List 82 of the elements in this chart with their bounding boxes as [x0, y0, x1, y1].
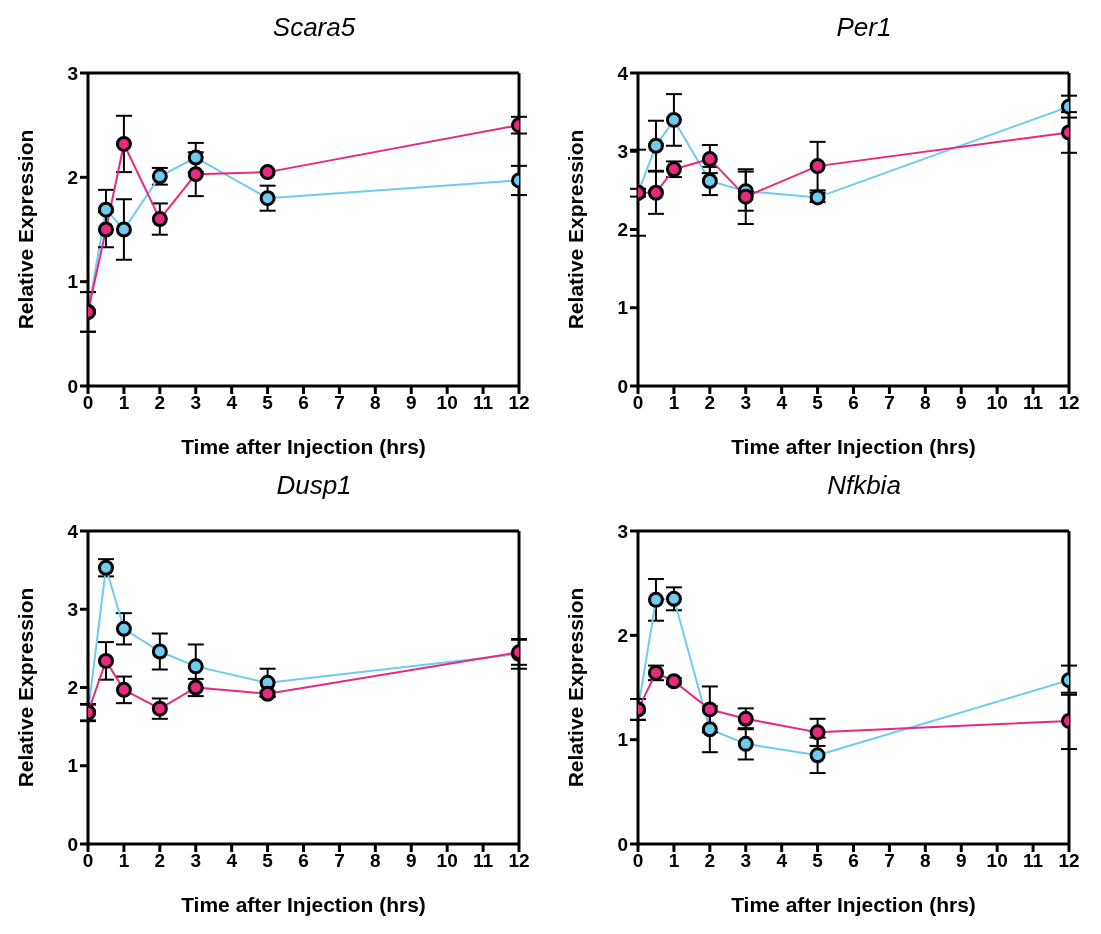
x-axis-title: Time after Injection (hrs): [181, 893, 426, 916]
x-tick-label: 1: [118, 850, 130, 872]
y-tick-label: 4: [67, 520, 79, 542]
x-tick-label: 1: [118, 392, 130, 414]
y-tick-label: 1: [67, 271, 79, 293]
chart-title: Per1: [835, 11, 893, 44]
y-tick-label: 3: [67, 598, 78, 620]
y-axis-title: Relative Expression: [564, 129, 588, 330]
x-tick-label: 5: [262, 850, 274, 872]
x-tick-label: 4: [226, 850, 238, 872]
x-tick-label: 7: [334, 392, 345, 414]
x-tick-label: 8: [920, 850, 931, 872]
x-tick-label: 2: [704, 392, 716, 414]
x-tick-label: 12: [1058, 392, 1080, 414]
x-tick-label: 5: [262, 392, 274, 414]
x-tick-label: 8: [370, 850, 381, 872]
y-tick-label: 1: [67, 755, 79, 777]
x-tick-label: 9: [955, 392, 967, 414]
y-tick-label: 2: [67, 677, 78, 699]
x-tick-label: 6: [848, 392, 859, 414]
x-tick-label: 0: [632, 850, 644, 872]
y-tick-label: 0: [617, 375, 628, 397]
y-tick-label: 0: [617, 833, 628, 855]
x-tick-label: 6: [298, 392, 309, 414]
y-tick-label: 1: [617, 729, 629, 751]
x-tick-label: 2: [704, 850, 716, 872]
x-tick-label: 3: [190, 392, 202, 414]
x-tick-label: 11: [1023, 392, 1044, 414]
x-tick-label: 7: [334, 850, 345, 872]
x-tick-label: 8: [920, 392, 931, 414]
y-tick-label: 3: [617, 140, 628, 162]
y-tick-label: 3: [67, 62, 78, 84]
x-tick-label: 11: [473, 392, 494, 414]
x-tick-label: 5: [812, 392, 824, 414]
x-tick-label: 4: [776, 392, 788, 414]
chart-title: Scara5: [271, 11, 357, 44]
x-axis-title: Time after Injection (hrs): [731, 893, 976, 916]
x-tick-label: 2: [154, 850, 166, 872]
y-tick-label: 1: [617, 297, 629, 319]
x-tick-label: 12: [508, 850, 530, 872]
y-tick-label: 4: [617, 62, 629, 84]
y-tick-label: 0: [67, 833, 78, 855]
y-tick-label: 2: [617, 219, 628, 241]
x-tick-label: 11: [1023, 850, 1044, 872]
y-tick-label: 2: [67, 167, 78, 189]
x-tick-label: 11: [473, 850, 494, 872]
chart-title: Dusp1: [275, 469, 353, 502]
chart-title: Nfkbia: [826, 469, 902, 502]
x-tick-label: 6: [848, 850, 859, 872]
x-tick-label: 5: [812, 850, 824, 872]
x-tick-label: 10: [986, 850, 1008, 872]
x-axis-title: Time after Injection (hrs): [731, 435, 976, 458]
x-tick-label: 4: [776, 850, 788, 872]
x-axis-title: Time after Injection (hrs): [181, 435, 426, 458]
y-axis-title: Relative Expression: [14, 587, 38, 788]
x-tick-label: 3: [190, 850, 202, 872]
x-tick-label: 10: [436, 850, 458, 872]
y-axis-title: Relative Expression: [14, 129, 38, 330]
x-tick-label: 0: [82, 392, 94, 414]
y-tick-label: 2: [617, 625, 628, 647]
x-tick-label: 12: [1058, 850, 1080, 872]
x-tick-label: 10: [436, 392, 458, 414]
x-tick-label: 10: [986, 392, 1008, 414]
x-tick-label: 7: [884, 850, 895, 872]
x-tick-label: 7: [884, 392, 895, 414]
x-tick-label: 12: [508, 392, 530, 414]
x-tick-label: 0: [632, 392, 644, 414]
x-tick-label: 9: [955, 850, 967, 872]
x-tick-label: 1: [668, 392, 680, 414]
x-tick-label: 9: [405, 392, 417, 414]
x-tick-label: 3: [740, 850, 752, 872]
x-tick-label: 0: [82, 850, 94, 872]
x-tick-label: 2: [154, 392, 166, 414]
y-axis-title: Relative Expression: [564, 587, 588, 788]
x-tick-label: 8: [370, 392, 381, 414]
x-tick-label: 4: [226, 392, 238, 414]
y-tick-label: 0: [67, 375, 78, 397]
x-tick-label: 9: [405, 850, 417, 872]
y-tick-label: 3: [617, 520, 628, 542]
x-tick-label: 6: [298, 850, 309, 872]
x-tick-label: 1: [668, 850, 680, 872]
x-tick-label: 3: [740, 392, 752, 414]
